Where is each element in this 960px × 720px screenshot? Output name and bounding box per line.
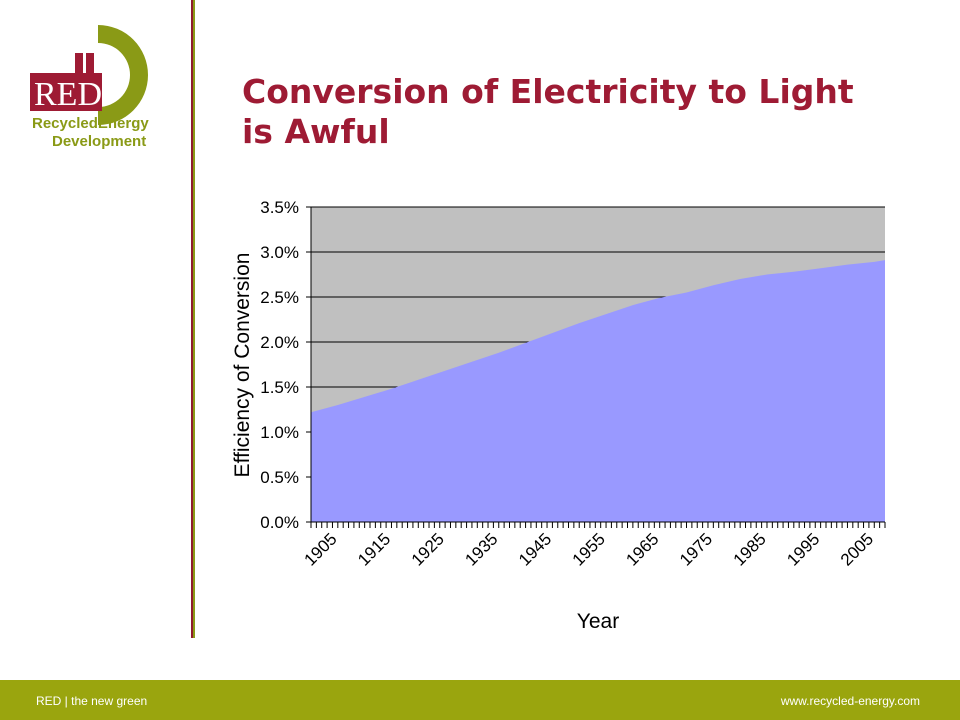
- x-tick-label: 1935: [461, 529, 501, 569]
- efficiency-area-series: [311, 260, 885, 522]
- x-tick-label: 1985: [730, 529, 770, 569]
- x-tick-label: 1925: [408, 529, 448, 569]
- y-tick-label: 1.5%: [260, 378, 299, 397]
- x-tick-label: 1965: [622, 529, 662, 569]
- x-tick-label: 1945: [515, 529, 555, 569]
- y-tick-label: 2.0%: [260, 333, 299, 352]
- x-tick-label: 1975: [676, 529, 716, 569]
- y-tick-label: 0.0%: [260, 513, 299, 532]
- red-logo: RED RecycledEnergy Development: [30, 25, 149, 150]
- logo-arc: [98, 25, 148, 125]
- y-tick-label: 0.5%: [260, 468, 299, 487]
- y-tick-label: 2.5%: [260, 288, 299, 307]
- y-tick-label: 3.0%: [260, 243, 299, 262]
- slide-title-line2: is Awful: [242, 112, 390, 151]
- footer-bar: RED | the new green www.recycled-energy.…: [0, 680, 960, 720]
- x-tick-label: 1915: [354, 529, 394, 569]
- footer-website: www.recycled-energy.com: [780, 694, 920, 708]
- logo-line1: RecycledEnergy: [32, 115, 149, 132]
- slide-title: Conversion of Electricity to Light is Aw…: [242, 72, 922, 152]
- x-tick-label: 2005: [837, 529, 877, 569]
- y-axis-label: Efficiency of Conversion: [231, 253, 254, 478]
- logo-line2: Development: [52, 133, 146, 150]
- x-tick-label: 1905: [300, 529, 340, 569]
- y-axis: 0.0% 0.5% 1.0% 1.5% 2.0% 2.5% 3.0% 3.5%: [260, 198, 312, 532]
- efficiency-chart: 0.0% 0.5% 1.0% 1.5% 2.0% 2.5% 3.0% 3.5% 1905 191…: [231, 198, 886, 633]
- slide-title-line1: Conversion of Electricity to Light: [242, 72, 854, 111]
- vertical-divider: [191, 0, 195, 638]
- logo-chimney-left: [75, 53, 83, 77]
- logo-chimney-right: [86, 53, 94, 77]
- x-axis: 1905 1915 1925 1935 1945 1955 1965 1975 1985 1995…: [300, 521, 886, 570]
- y-tick-label: 3.5%: [260, 198, 299, 217]
- x-tick-label: 1995: [783, 529, 823, 569]
- x-axis-label: Year: [577, 610, 619, 633]
- logo-red-box: [30, 73, 102, 111]
- footer-tagline: RED | the new green: [36, 694, 148, 708]
- y-tick-label: 1.0%: [260, 423, 299, 442]
- logo-mark-text: RED: [34, 76, 102, 113]
- x-tick-label: 1955: [569, 529, 609, 569]
